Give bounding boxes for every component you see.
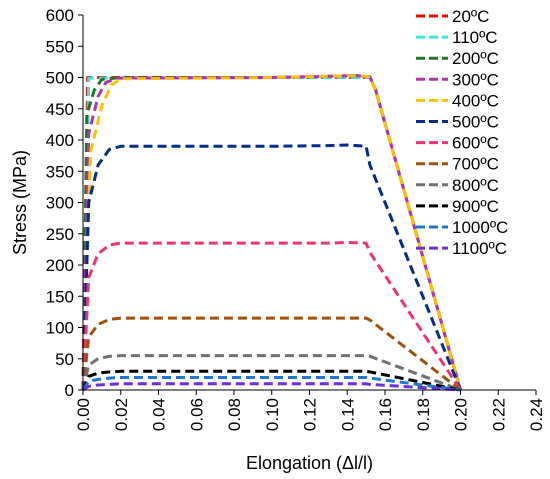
x-tick-label: 0.20	[452, 398, 471, 431]
legend-label: 500ºC	[452, 113, 499, 132]
legend: 20ºC 110ºC 200ºC 300ºC 400ºC 500ºC 600ºC 700ºC 8…	[416, 7, 508, 258]
legend-label: 900ºC	[452, 197, 499, 216]
legend-label: 300ºC	[452, 70, 499, 89]
series-line-1100c	[82, 382, 461, 392]
legend-label: 800ºC	[452, 176, 499, 195]
series-line-700c	[81, 316, 462, 392]
x-tick-label: 0.02	[112, 398, 131, 431]
legend-label: 400ºC	[452, 91, 499, 110]
x-tick-label: 0.00	[74, 398, 93, 431]
y-axis-title: Stress (MPa)	[10, 150, 30, 255]
legend-label: 1100ºC	[452, 239, 507, 258]
series-line-600c	[81, 241, 462, 391]
legend-label: 110ºC	[452, 28, 498, 47]
x-tick-label: 0.12	[301, 398, 320, 431]
x-tick-label: 0.08	[225, 398, 244, 431]
y-tick-group: 0 50 100 150 200 250 300 350 400 450 500 550 600	[46, 6, 83, 400]
series-line-500c	[81, 143, 462, 391]
x-tick-label: 0.24	[527, 398, 546, 431]
legend-label: 1000ºC	[452, 218, 508, 237]
y-tick-label: 100	[46, 319, 74, 338]
x-tick-label: 0.06	[187, 398, 206, 431]
x-tick-label: 0.16	[376, 398, 395, 431]
y-tick-label: 450	[46, 100, 74, 119]
series-line-800c	[81, 354, 462, 392]
y-tick-label: 0	[65, 381, 74, 400]
x-tick-label: 0.10	[263, 398, 282, 431]
y-tick-label: 150	[46, 287, 74, 306]
series-line-1000c	[81, 376, 461, 392]
x-tick-label: 0.14	[338, 398, 357, 431]
legend-label: 20ºC	[452, 7, 489, 26]
series-line-900c	[81, 369, 461, 392]
y-tick-label: 300	[46, 194, 74, 213]
x-tick-label: 0.18	[414, 398, 433, 431]
series-layer	[81, 74, 462, 392]
y-tick-label: 350	[46, 162, 74, 181]
y-tick-label: 600	[46, 6, 74, 25]
y-tick-label: 200	[46, 256, 74, 275]
y-tick-label: 400	[46, 131, 74, 150]
y-tick-label: 250	[46, 225, 74, 244]
x-tick-group: 0.00 0.02 0.04 0.06 0.08 0.10 0.12 0.14 0.16 0.18…	[74, 390, 546, 431]
legend-label: 600ºC	[452, 134, 499, 153]
legend-label: 700ºC	[452, 155, 499, 174]
legend-label: 200ºC	[452, 49, 499, 68]
x-tick-label: 0.04	[150, 398, 169, 431]
x-tick-label: 0.22	[489, 398, 508, 431]
x-axis-title: Elongation (Δl/l)	[246, 453, 373, 473]
series-line-400c	[81, 74, 462, 391]
y-tick-label: 500	[46, 69, 74, 88]
y-tick-label: 550	[46, 37, 74, 56]
y-tick-label: 50	[55, 350, 74, 369]
